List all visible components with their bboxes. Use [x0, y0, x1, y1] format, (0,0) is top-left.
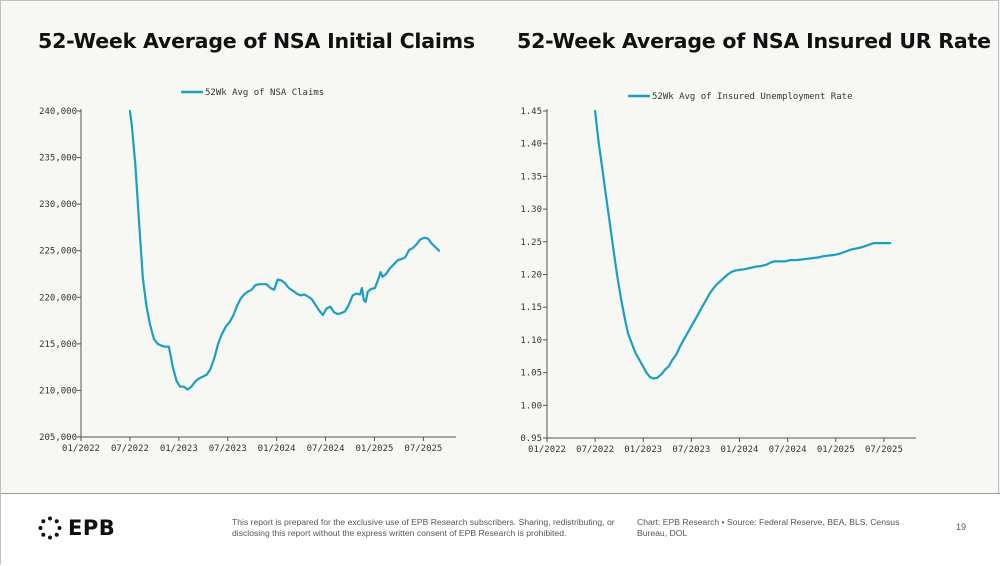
chart-title-claims: 52-Week Average of NSA Initial Claims: [38, 29, 475, 53]
y-tick-label: 1.35: [520, 172, 542, 182]
x-tick-label: 01/2023: [160, 444, 198, 454]
chart-title-insured-ur: 52-Week Average of NSA Insured UR Rate: [517, 29, 991, 53]
epb-logo-text: EPB: [68, 516, 116, 540]
y-tick-label: 1.20: [520, 271, 542, 281]
x-tick-label: 01/2024: [258, 444, 296, 454]
y-tick-label: 1.25: [520, 238, 542, 248]
y-tick-label: 205,000: [39, 433, 77, 443]
y-tick-label: 1.00: [520, 401, 542, 411]
x-tick-label: 07/2025: [865, 445, 903, 455]
y-tick-label: 210,000: [39, 386, 77, 396]
series-line: [128, 109, 441, 391]
y-tick-label: 240,000: [39, 107, 77, 117]
series-line: [593, 109, 892, 380]
x-tick-label: 01/2024: [721, 445, 759, 455]
y-tick-label: 1.05: [520, 369, 542, 379]
legend-label: 52Wk Avg of NSA Claims: [205, 88, 324, 98]
footer: EPB This report is prepared for the excl…: [1, 493, 1000, 566]
y-tick-label: 225,000: [39, 247, 77, 257]
y-tick-label: 1.45: [520, 107, 542, 117]
y-tick-label: 1.40: [520, 140, 542, 150]
x-tick-label: 07/2023: [209, 444, 247, 454]
x-tick-label: 07/2025: [404, 444, 442, 454]
page-number: 19: [956, 522, 967, 532]
y-tick-label: 0.95: [520, 434, 542, 444]
x-tick-label: 01/2023: [624, 445, 662, 455]
x-tick-label: 07/2022: [111, 444, 149, 454]
y-tick-label: 1.30: [520, 205, 542, 215]
claims-chart: 205,000 210,000 215,000 220,000 225,000 230,0…: [39, 88, 456, 454]
epb-logo-icon: [38, 516, 62, 540]
y-tick-label: 215,000: [39, 340, 77, 350]
y-tick-label: 220,000: [39, 293, 77, 303]
x-tick-label: 01/2025: [356, 444, 394, 454]
source-text: Chart: EPB Research • Source: Federal Re…: [637, 517, 900, 538]
y-tick-label: 235,000: [39, 154, 77, 164]
y-tick-label: 1.10: [520, 336, 542, 346]
disclaimer-text: This report is prepared for the exclusiv…: [232, 517, 615, 538]
insured-ur-chart: 0.95 1.00 1.05 1.10 1.15 1.20 1.25 1.30 1.35 1.40…: [520, 92, 916, 455]
legend-label: 52Wk Avg of Insured Unemployment Rate: [652, 92, 852, 102]
x-tick-label: 07/2024: [769, 445, 807, 455]
x-tick-label: 01/2022: [528, 445, 566, 455]
x-tick-label: 07/2022: [576, 445, 614, 455]
y-tick-label: 230,000: [39, 200, 77, 210]
x-tick-label: 01/2022: [62, 444, 100, 454]
y-tick-label: 1.15: [520, 303, 542, 313]
x-tick-label: 07/2023: [672, 445, 710, 455]
x-tick-label: 07/2024: [307, 444, 345, 454]
x-tick-label: 01/2025: [817, 445, 855, 455]
epb-logo: EPB: [38, 516, 115, 540]
